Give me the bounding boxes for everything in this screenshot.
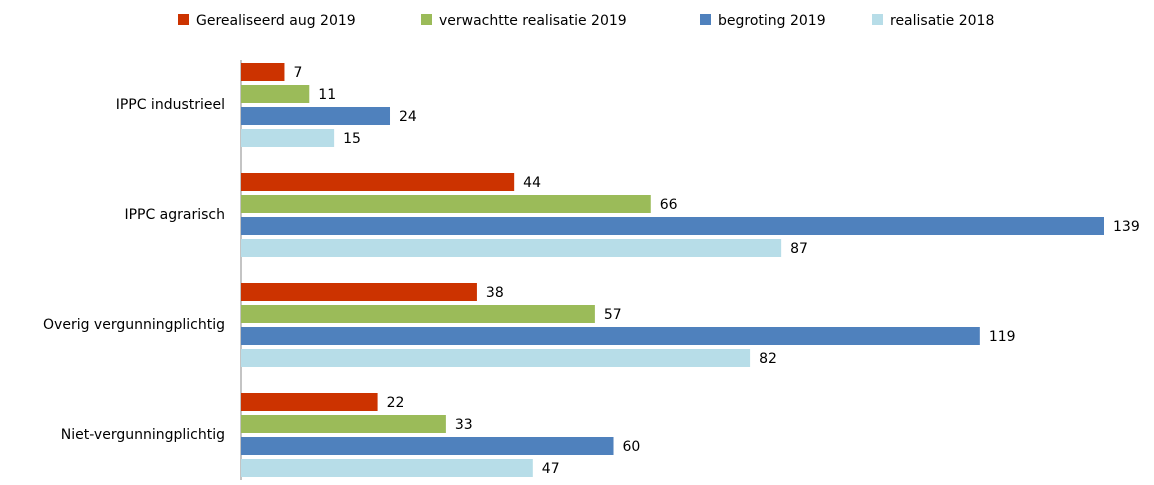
value-label: 47: [542, 461, 560, 477]
value-label: 139: [1113, 219, 1140, 235]
value-label: 119: [989, 329, 1016, 345]
bar: [241, 437, 614, 455]
bar: [241, 415, 446, 433]
legend-label: begroting 2019: [718, 13, 826, 29]
value-label: 60: [623, 439, 641, 455]
value-label: 44: [523, 175, 541, 191]
category-label: Overig vergunningplichtig: [43, 317, 225, 333]
legend-swatch: [872, 14, 883, 25]
value-label: 82: [759, 351, 777, 367]
bar: [241, 195, 651, 213]
value-label: 15: [343, 131, 361, 147]
value-label: 38: [486, 285, 504, 301]
bar: [241, 63, 285, 81]
category-label: IPPC agrarisch: [124, 207, 225, 223]
legend-label: verwachtte realisatie 2019: [439, 13, 627, 29]
bar: [241, 129, 335, 147]
value-label: 57: [604, 307, 622, 323]
bar: [241, 393, 378, 411]
category-label: IPPC industrieel: [116, 97, 225, 113]
value-label: 24: [399, 109, 417, 125]
value-label: 11: [318, 87, 336, 103]
legend-swatch: [178, 14, 189, 25]
bar: [241, 85, 310, 103]
bar: [241, 217, 1104, 235]
bar: [241, 173, 515, 191]
bar: [241, 239, 782, 257]
bar: [241, 459, 533, 477]
legend-swatch: [700, 14, 711, 25]
legend-label: Gerealiseerd aug 2019: [196, 13, 356, 29]
value-label: 87: [790, 241, 808, 257]
bar: [241, 305, 595, 323]
value-label: 33: [455, 417, 473, 433]
category-label: Niet-vergunningplichtig: [61, 427, 225, 443]
legend-swatch: [421, 14, 432, 25]
value-label: 22: [387, 395, 405, 411]
bar: [241, 327, 980, 345]
value-label: 7: [293, 65, 302, 81]
value-label: 66: [660, 197, 678, 213]
legend-label: realisatie 2018: [890, 13, 994, 29]
bar: [241, 349, 751, 367]
bar: [241, 283, 477, 301]
bar: [241, 107, 391, 125]
